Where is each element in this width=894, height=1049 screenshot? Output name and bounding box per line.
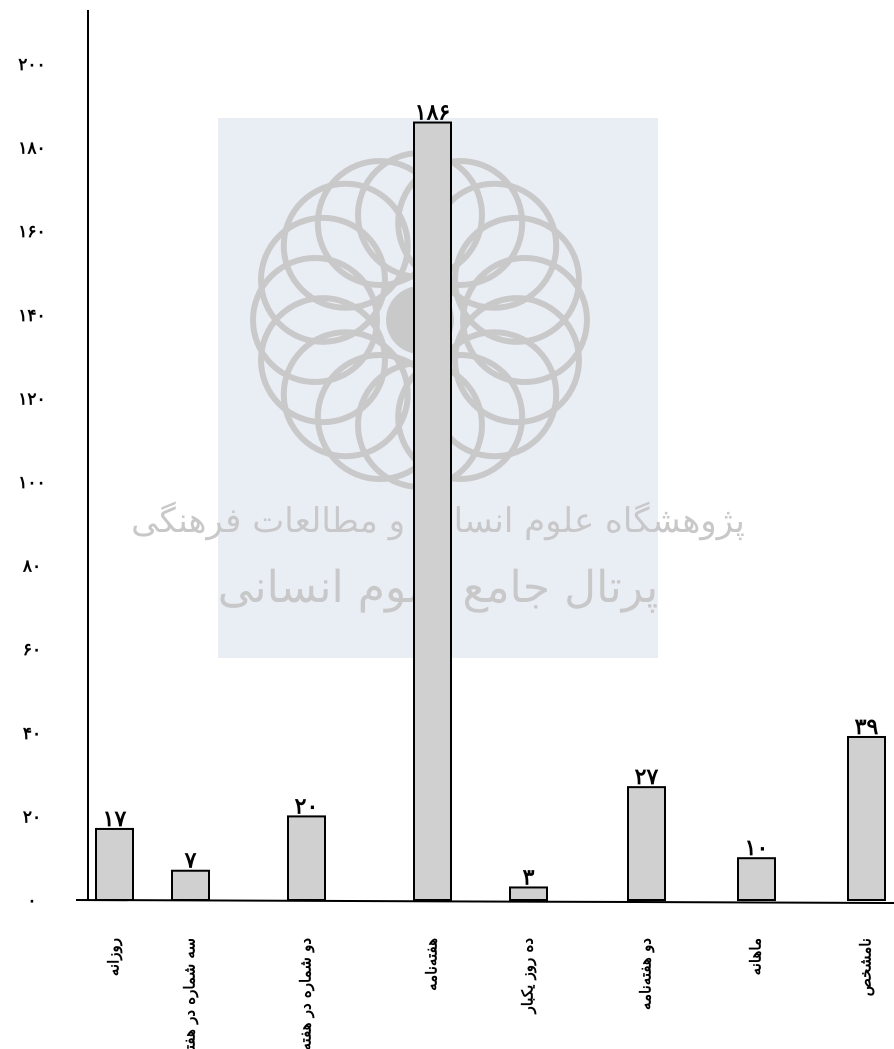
x-axis-line: [75, 899, 894, 904]
category-label: ده روز یکبار: [519, 938, 537, 1015]
watermark-petal: [257, 214, 388, 345]
y-tick-label: ۱۰۰: [18, 473, 45, 493]
y-tick-label: ۱۸۰: [18, 139, 45, 159]
y-tick-label: ۱۴۰: [18, 306, 45, 326]
category-label: روزانه: [105, 938, 123, 976]
watermark-petal: [250, 255, 380, 385]
y-tick-label: ۲۰: [23, 807, 41, 827]
bar: [847, 735, 886, 901]
category-label: سه شماره در هفته: [181, 938, 199, 1049]
watermark-petal: [452, 295, 583, 426]
data-label: ۲۰: [295, 793, 319, 819]
bar: [627, 786, 666, 902]
bar: [171, 869, 210, 901]
bar: [509, 886, 548, 902]
bar: [287, 815, 326, 902]
category-labels: روزانه سه شماره در هفته دو شماره در هفته هف…: [105, 938, 875, 1049]
data-labels: ۱۷ ۷ ۲۰ ۱۸۶ ۳ ۲۷ ۱۰ ۳۹: [103, 100, 879, 891]
category-label: دو هفته‌نامه: [637, 938, 655, 1010]
y-tick-label: ۴۰: [23, 724, 41, 744]
category-label: دو شماره در هفته: [297, 938, 315, 1049]
category-label: هفته‌نامه: [423, 938, 441, 991]
data-label: ۳: [523, 864, 535, 890]
bar: [95, 827, 134, 901]
watermark-petal: [280, 180, 411, 311]
y-tick-label: ۸۰: [22, 557, 41, 577]
category-label: نامشخص: [857, 938, 875, 996]
data-label: ۱۸۶: [415, 100, 450, 126]
data-label: ۲۷: [635, 764, 659, 790]
y-tick-label: ۱۲۰: [18, 389, 45, 409]
y-tick-label: ۲۰۰: [18, 55, 45, 75]
y-tick-label: ۶۰: [23, 640, 41, 660]
watermark-petal: [280, 329, 411, 460]
bars: [95, 121, 886, 902]
data-label: ۷: [184, 848, 197, 874]
data-label: ۱۰: [745, 835, 769, 861]
watermark-petal: [395, 157, 526, 288]
data-label: ۳۹: [855, 714, 879, 740]
category-label: ماهانه: [747, 938, 765, 975]
bar: [413, 121, 452, 901]
y-tick-label: ۰: [27, 891, 36, 911]
watermark-petal: [257, 295, 388, 426]
watermark-petal: [452, 214, 583, 345]
data-label: ۱۷: [103, 806, 127, 832]
bar: [737, 857, 776, 902]
y-axis-tick-labels: ۰ ۲۰ ۴۰ ۶۰ ۸۰ ۱۰۰ ۱۲۰ ۱۴۰ ۱۶۰ ۱۸۰ ۲۰۰: [18, 55, 45, 911]
watermark-petal: [460, 255, 590, 385]
watermark-petal: [395, 352, 526, 483]
y-tick-label: ۱۶۰: [18, 222, 45, 242]
